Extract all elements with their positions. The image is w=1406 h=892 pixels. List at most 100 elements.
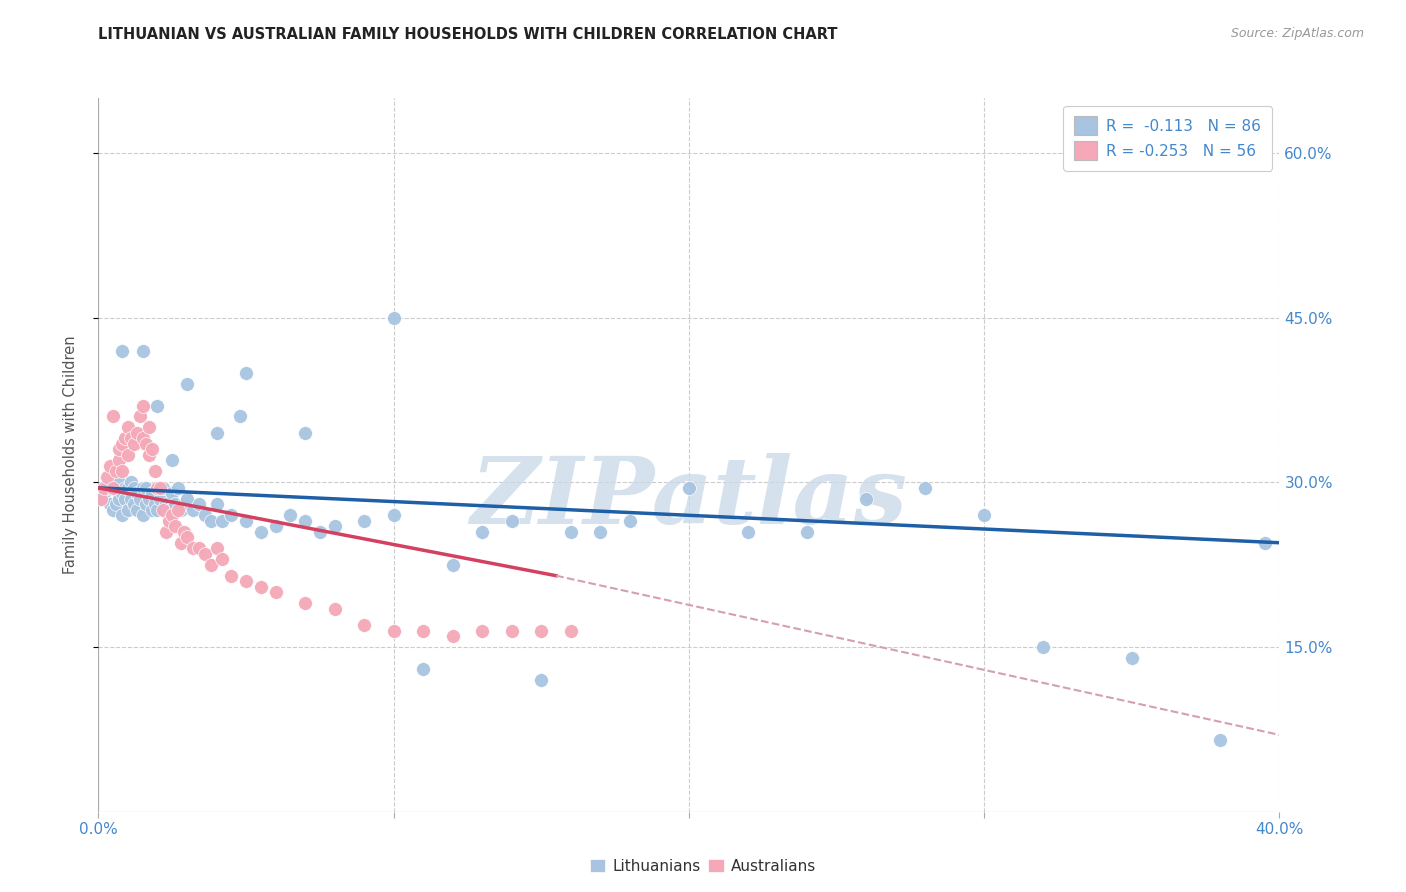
Point [114,481,136,495]
Point [125,503,148,517]
Point [589,524,612,539]
Point [120,475,142,490]
Text: Source: ZipAtlas.com: Source: ZipAtlas.com [1230,27,1364,40]
Point [211,552,233,566]
Point [205,425,228,440]
Point [132,343,155,358]
Point [205,497,228,511]
Point [98,497,121,511]
Point [264,519,287,533]
Point [105,497,128,511]
Point [1209,733,1232,747]
Point [120,491,142,506]
Point [181,503,204,517]
Point [167,481,190,495]
Point [117,420,139,434]
Point [235,574,257,589]
Point [219,568,242,582]
Point [90,491,112,506]
Text: ZIPatlas: ZIPatlas [471,453,907,542]
Point [796,524,818,539]
Point [141,503,163,517]
Point [294,596,316,610]
Point [149,481,172,495]
Point [973,508,995,523]
Point [309,524,332,539]
Legend: R =  -0.113   N = 86, R = -0.253   N = 56: R = -0.113 N = 86, R = -0.253 N = 56 [1063,106,1272,170]
Point [128,409,150,424]
Point [441,558,464,572]
Point [194,508,217,523]
Point [167,503,190,517]
Point [1032,640,1054,654]
Point [501,514,523,528]
Point [122,481,145,495]
Point [200,558,222,572]
Point [96,470,118,484]
Text: LITHUANIAN VS AUSTRALIAN FAMILY HOUSEHOLDS WITH CHILDREN CORRELATION CHART: LITHUANIAN VS AUSTRALIAN FAMILY HOUSEHOL… [98,27,838,42]
Point [103,481,125,495]
Point [132,399,155,413]
Point [152,481,174,495]
Point [194,547,217,561]
Point [117,448,139,462]
Point [181,541,204,556]
Point [122,497,145,511]
Point [132,481,155,495]
Point [146,481,169,495]
Point [323,519,346,533]
Point [165,497,187,511]
Point [229,409,252,424]
Point [138,448,160,462]
Point [108,442,131,457]
Point [250,524,273,539]
Point [157,514,180,528]
Point [155,524,177,539]
Point [264,585,287,599]
Point [114,491,136,506]
Point [90,491,112,506]
Point [122,437,145,451]
Point [128,491,150,506]
Point [353,618,375,632]
Point [143,464,166,478]
Point [141,442,163,457]
Point [143,497,166,511]
Point [103,503,125,517]
Point [138,491,160,506]
Point [278,508,302,523]
Point [155,497,177,511]
Point [103,409,125,424]
Point [219,508,242,523]
Point [111,343,134,358]
Point [170,535,193,549]
Point [235,514,257,528]
Point [560,524,582,539]
Point [170,503,193,517]
Point [412,624,434,638]
Y-axis label: Family Households with Children: Family Households with Children [63,335,77,574]
Point [176,376,198,391]
Point [205,541,228,556]
Point [176,530,198,544]
Point [235,366,257,380]
Point [162,486,183,500]
Point [382,508,405,523]
Point [146,399,169,413]
Point [1121,651,1143,665]
Point [441,629,464,643]
Point [111,508,134,523]
Point [382,310,405,325]
Point [855,491,877,506]
Point [135,497,157,511]
Point [619,514,641,528]
Point [135,437,157,451]
Point [412,662,434,676]
Point [93,486,115,500]
Point [200,514,222,528]
Point [111,464,134,478]
Point [149,491,172,506]
Point [108,491,131,506]
Point [211,514,233,528]
Point [98,458,121,473]
